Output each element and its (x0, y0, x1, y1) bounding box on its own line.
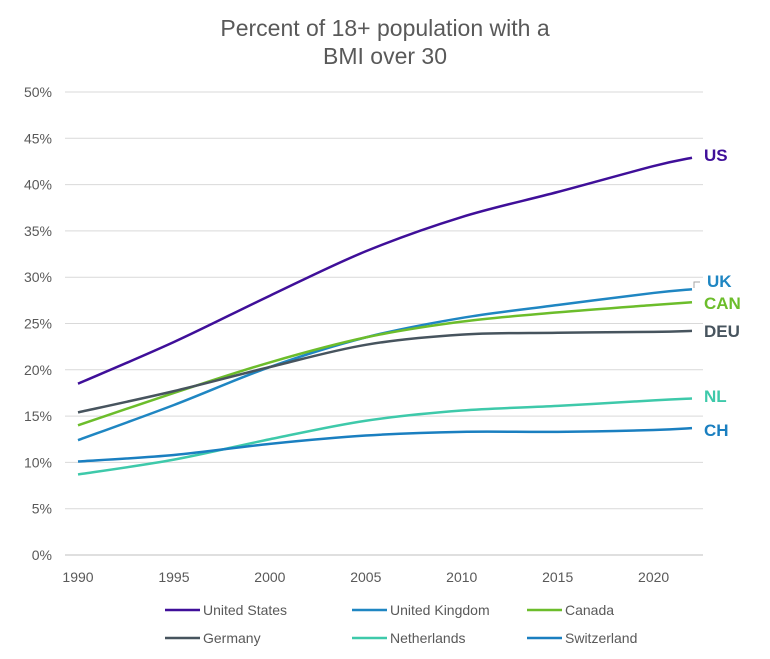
y-tick-label: 10% (24, 454, 52, 470)
series-line-ch (77, 426, 693, 463)
y-tick-label: 5% (32, 501, 52, 517)
legend-label: United Kingdom (390, 602, 490, 618)
legend-label: Switzerland (565, 630, 637, 646)
title-line-2: BMI over 30 (323, 43, 447, 69)
series-line-deu (77, 329, 693, 414)
y-tick-label: 30% (24, 269, 52, 285)
y-tick-label: 15% (24, 408, 52, 424)
chart-title: Percent of 18+ population with a BMI ove… (0, 14, 770, 70)
series-line-nl (77, 397, 693, 476)
x-tick-label: 2020 (638, 569, 669, 585)
series-end-label: CAN (704, 294, 741, 313)
y-tick-label: 45% (24, 130, 52, 146)
y-tick-label: 20% (24, 362, 52, 378)
y-tick-label: 0% (32, 547, 52, 563)
y-tick-label: 40% (24, 177, 52, 193)
title-line-1: Percent of 18+ population with a (220, 15, 550, 41)
x-tick-label: 1995 (158, 569, 189, 585)
series-end-label: US (704, 146, 728, 165)
x-tick-label: 2000 (254, 569, 285, 585)
x-tick-label: 2015 (542, 569, 573, 585)
series-end-label: UK (707, 272, 732, 291)
series-end-label: NL (704, 387, 727, 406)
legend-label: Canada (565, 602, 614, 618)
y-tick-label: 50% (24, 84, 52, 100)
series-line-us (77, 156, 693, 385)
series-end-label: DEU (704, 322, 740, 341)
series-line-can (77, 300, 693, 427)
x-tick-label: 2010 (446, 569, 477, 585)
legend-label: Netherlands (390, 630, 466, 646)
series-end-label: CH (704, 421, 729, 440)
x-tick-label: 2005 (350, 569, 381, 585)
legend-label: United States (203, 602, 287, 618)
uk-label-leader (693, 281, 700, 288)
legend-label: Germany (203, 630, 261, 646)
x-tick-label: 1990 (62, 569, 93, 585)
y-tick-label: 35% (24, 223, 52, 239)
y-tick-label: 25% (24, 316, 52, 332)
